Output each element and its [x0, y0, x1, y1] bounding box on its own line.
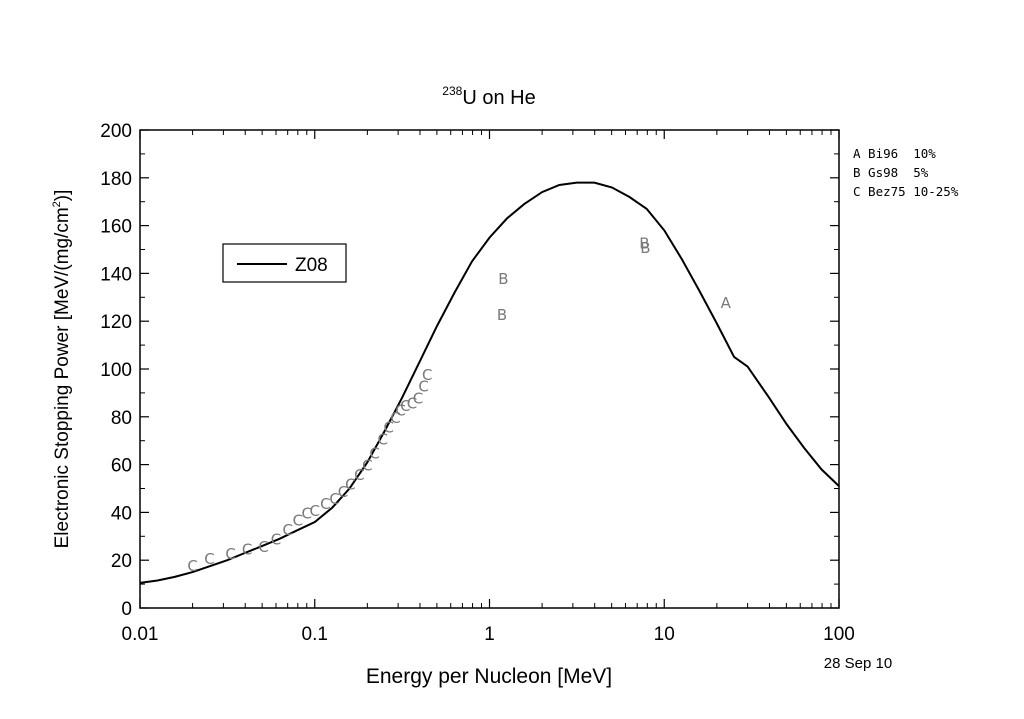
data-marker-c: C [354, 466, 364, 484]
data-marker-c: C [345, 476, 355, 494]
source-note-a: A Bi96 10% [853, 146, 936, 161]
y-tick-label: 200 [100, 121, 132, 142]
date-stamp: 28 Sep 10 [824, 655, 892, 672]
legend-label: Z08 [295, 255, 328, 276]
title-main: U on He [462, 87, 535, 109]
y-tick-label: 80 [111, 408, 132, 429]
chart-title: 238U on He [442, 84, 535, 109]
x-axis-label: Energy per Nucleon [MeV] [366, 665, 612, 688]
plot-frame [139, 129, 840, 609]
data-marker-b: B [639, 234, 649, 252]
x-tick-label: 10 [654, 624, 675, 645]
title-superscript: 238 [442, 84, 462, 98]
x-axis-ticks: 0.01 0.1 1 10 100 [122, 130, 855, 645]
source-notes: A Bi96 10% B Gs98 5% C Bez75 10-25% [853, 146, 959, 199]
data-marker-c: C [338, 483, 348, 501]
data-marker-c: C [378, 430, 388, 448]
data-marker-c: C [225, 545, 235, 563]
y-axis-label-main: Electronic Stopping Power [MeV/(mg/cm [52, 207, 73, 548]
data-marker-c: C [187, 557, 197, 575]
data-marker-c: C [302, 504, 312, 522]
data-marker-b: B [497, 306, 507, 324]
data-marker-a: A [721, 294, 732, 312]
y-axis-ticks: 0 20 40 60 80 100 120 140 160 180 200 [100, 121, 839, 620]
data-marker-c: C [258, 538, 268, 556]
x-tick-label: 100 [823, 624, 855, 645]
data-marker-c: C [395, 402, 405, 420]
y-tick-label: 100 [100, 360, 132, 381]
data-marker-c: C [362, 457, 372, 475]
data-marker-c: C [320, 495, 330, 513]
y-axis-label: Electronic Stopping Power [MeV/(mg/cm2)] [51, 190, 73, 549]
data-marker-c: C [329, 490, 339, 508]
data-marker-c: C [369, 445, 379, 463]
data-marker-c: C [383, 418, 393, 436]
data-marker-c: C [418, 378, 428, 396]
data-marker-c: C [271, 531, 281, 549]
data-marker-b: B [640, 239, 650, 257]
data-marker-c: C [242, 540, 252, 558]
data-marker-c: C [400, 397, 410, 415]
data-marker-c: C [204, 550, 214, 568]
y-tick-label: 60 [111, 456, 132, 477]
y-tick-label: 180 [100, 169, 132, 190]
x-tick-label: 0.1 [302, 624, 328, 645]
data-marker-c: C [390, 409, 400, 427]
y-tick-label: 120 [100, 312, 132, 333]
series-line-z08 [139, 181, 840, 584]
data-marker-c: C [310, 502, 320, 520]
y-tick-label: 0 [121, 599, 132, 620]
data-marker-b: B [498, 270, 508, 288]
y-axis-label-end: )] [52, 190, 73, 202]
data-marker-c: C [407, 394, 417, 412]
data-marker-c: C [422, 366, 432, 384]
y-tick-label: 20 [111, 551, 132, 572]
legend: Z08 [222, 243, 347, 283]
data-marker-c: C [293, 512, 303, 530]
data-marker-c: C [413, 390, 423, 408]
y-axis-label-superscript: 2 [51, 201, 63, 207]
y-tick-label: 160 [100, 217, 132, 238]
y-tick-label: 140 [100, 264, 132, 285]
source-note-c: C Bez75 10-25% [853, 184, 959, 199]
y-tick-label: 40 [111, 503, 132, 524]
x-tick-label: 0.01 [122, 624, 159, 645]
data-marker-c: C [282, 521, 292, 539]
x-tick-label: 1 [484, 624, 495, 645]
source-note-b: B Gs98 5% [853, 165, 929, 180]
